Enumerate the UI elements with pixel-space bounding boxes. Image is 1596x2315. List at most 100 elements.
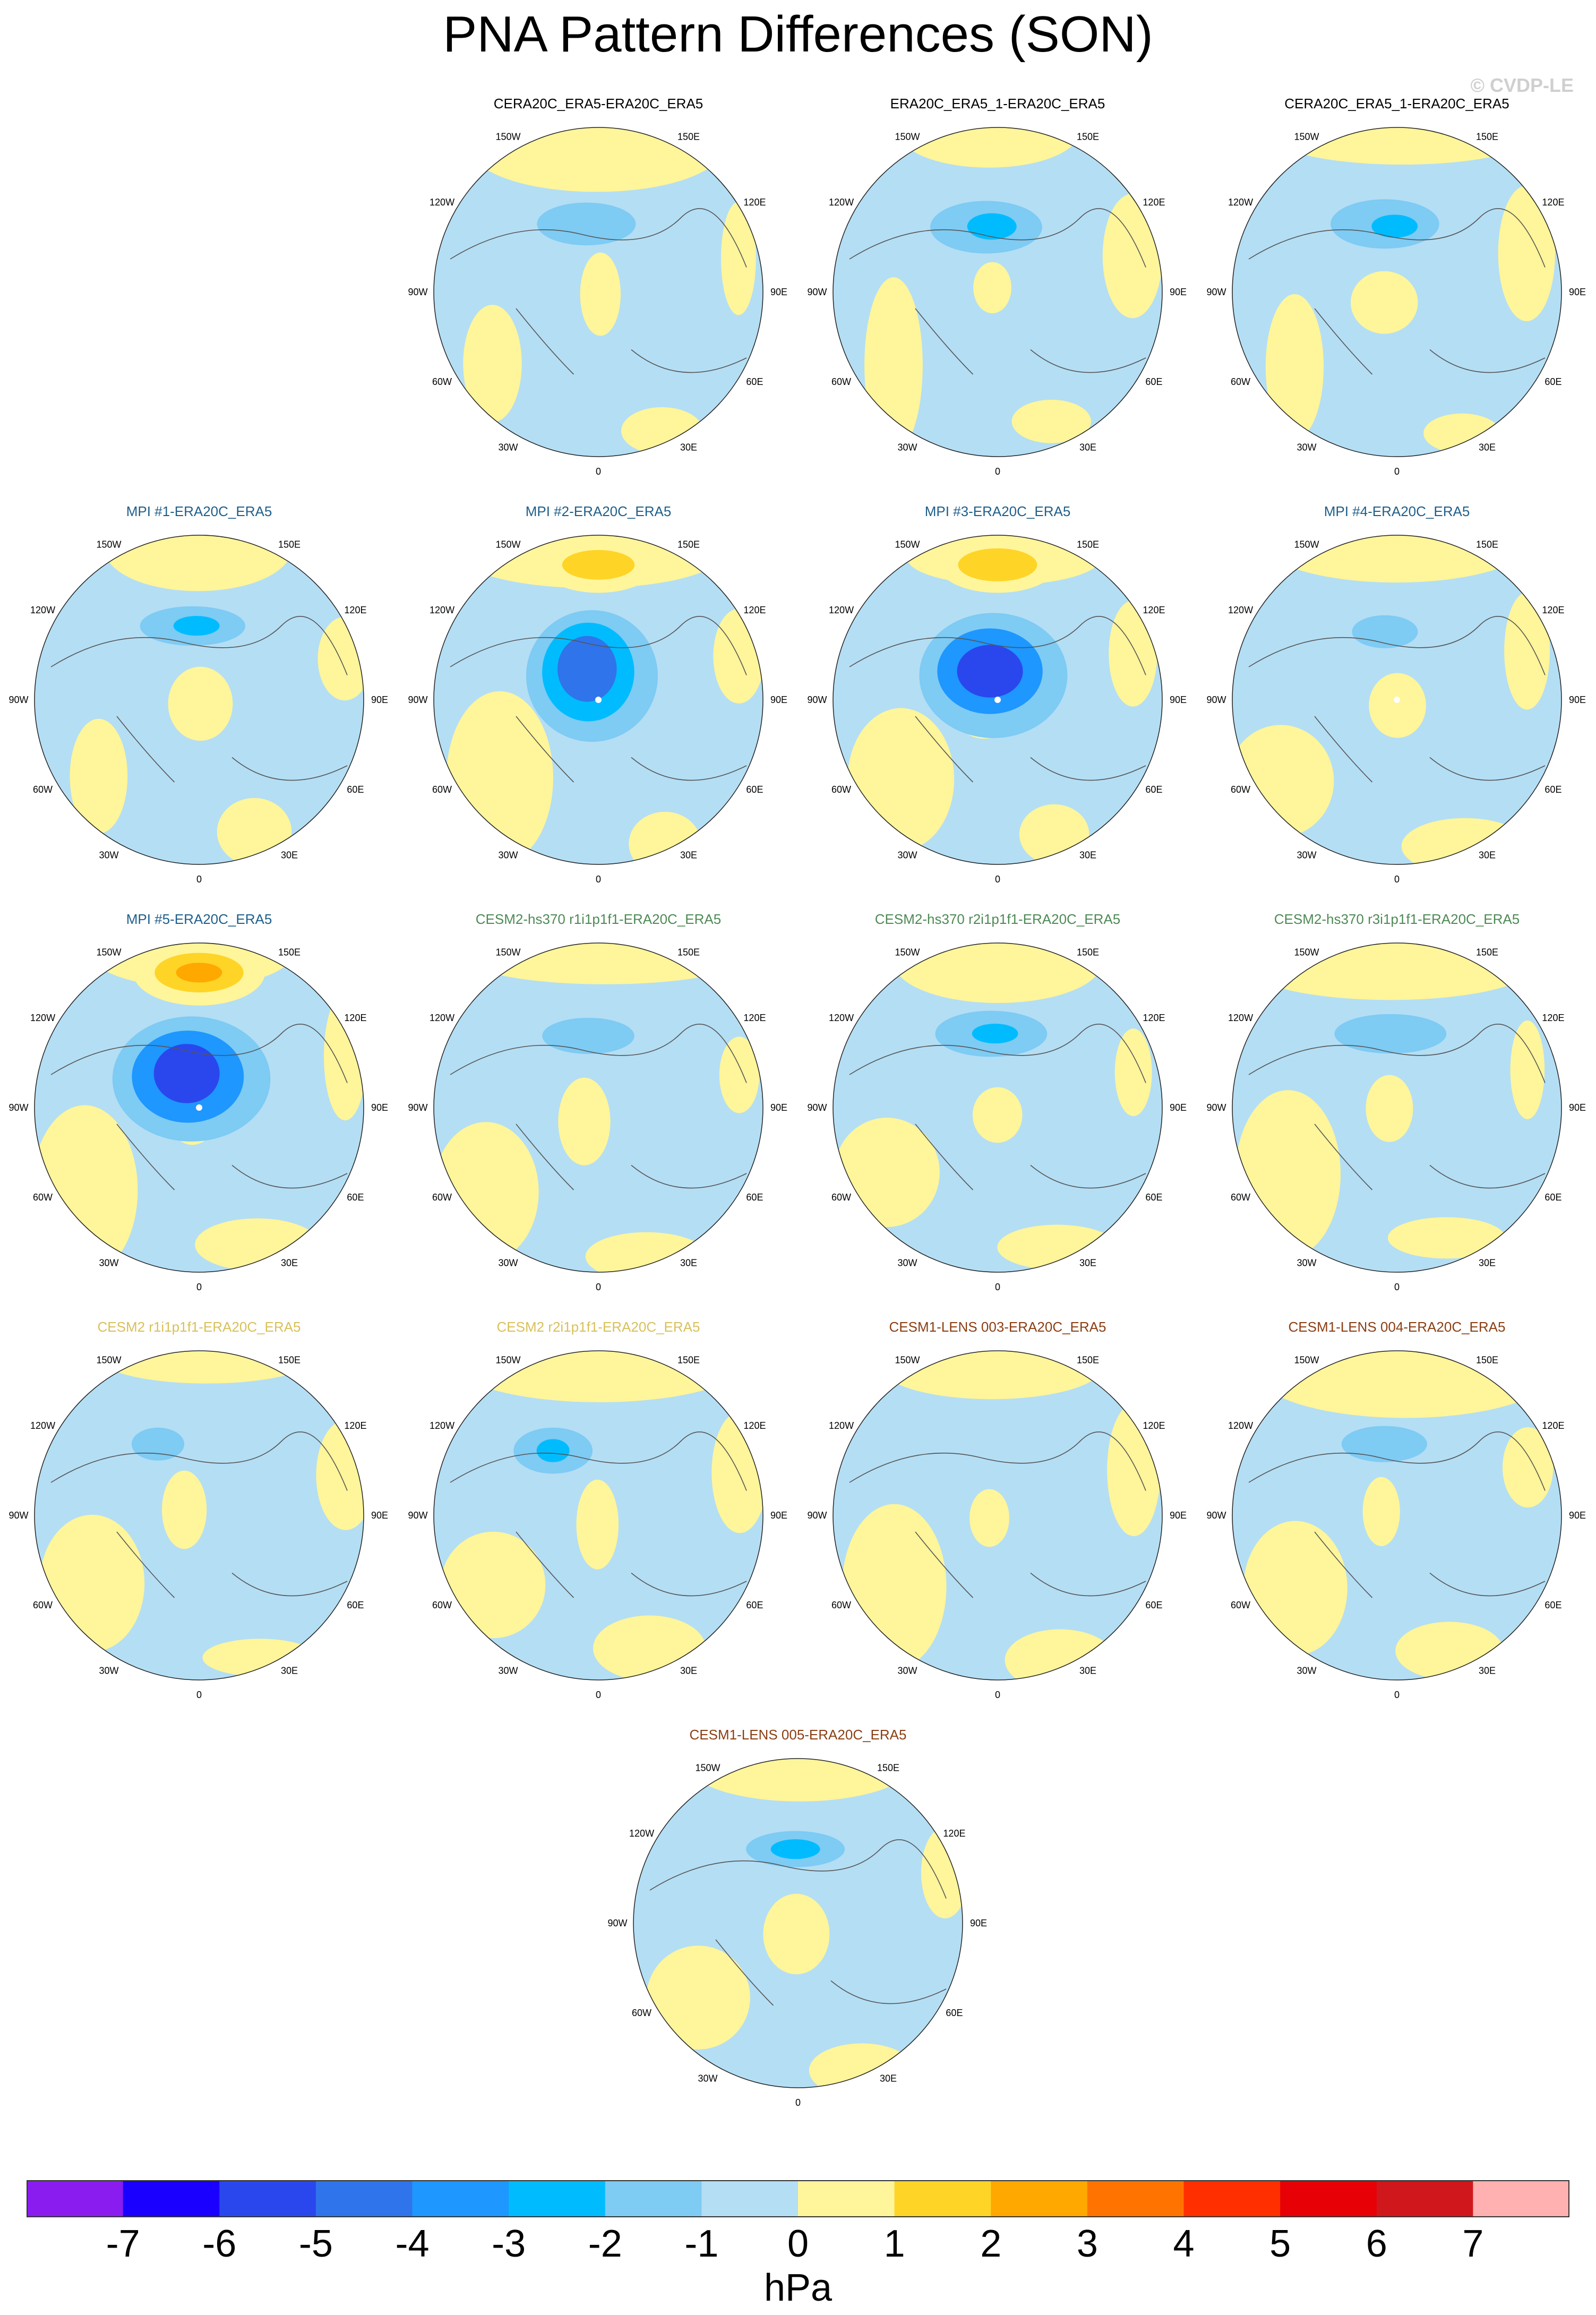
coastlines <box>450 208 747 375</box>
longitude-label: 180 <box>191 1340 207 1341</box>
positive-anomaly-patch <box>646 1945 750 2050</box>
longitude-label: 60E <box>347 1192 364 1203</box>
colorbar-tick-label: -7 <box>106 2223 140 2265</box>
longitude-label: 0 <box>196 874 202 885</box>
longitude-label: 60W <box>432 784 452 795</box>
longitude-label: 30W <box>897 442 917 453</box>
colorbar-bin <box>412 2180 509 2217</box>
panel-title: CESM2-hs370 r3i1p1f1-ERA20C_ERA5 <box>1274 911 1520 927</box>
longitude-label: 150W <box>895 947 920 957</box>
longitude-label: 120E <box>743 1420 766 1431</box>
positive-anomaly-patch <box>880 1351 1103 1400</box>
longitude-label: 120E <box>344 1013 366 1023</box>
longitude-label: 30E <box>1079 442 1096 453</box>
map-border <box>433 127 763 457</box>
longitude-label: 0 <box>596 1690 601 1700</box>
longitude-label: 150W <box>695 1762 720 1773</box>
longitude-label: 0 <box>196 1690 202 1700</box>
coastlines <box>450 1431 747 1598</box>
longitude-label: 150E <box>677 1354 700 1365</box>
positive-anomaly-patch <box>1232 725 1334 837</box>
map-border <box>1232 127 1562 457</box>
colorbar-tick-label: 2 <box>980 2223 1002 2265</box>
longitude-label: 60W <box>831 1192 851 1203</box>
longitude-label: 120E <box>743 197 766 208</box>
longitude-label: 30W <box>897 850 917 861</box>
anomaly-contour <box>536 1439 570 1462</box>
map-panel: MPI #2-ERA20C_ERA5 180 150E 120E 90E 60E 30E 0 3… <box>399 503 797 891</box>
colorbar-bin <box>798 2180 895 2217</box>
longitude-label: 150W <box>895 131 920 142</box>
positive-anomaly-patch <box>1109 600 1157 707</box>
longitude-label: 90E <box>970 1918 987 1928</box>
longitude-label: 120W <box>30 1013 55 1023</box>
positive-anomaly-patch <box>70 718 128 834</box>
map-border <box>1232 1350 1562 1680</box>
longitude-label: 30E <box>1479 1258 1496 1268</box>
coastlines <box>50 616 348 783</box>
longitude-label: 0 <box>196 1282 202 1292</box>
longitude-label: 150E <box>1077 1354 1099 1365</box>
positive-anomaly-patch <box>1243 1521 1348 1656</box>
polar-map: 180 150E 120E 90E 60E 30E 0 30W 60W 90W 120W 150W <box>1206 117 1586 477</box>
longitude-label: 150W <box>495 539 520 550</box>
longitude-label: 60W <box>632 2008 651 2018</box>
polar-map: 180 150E 120E 90E 60E 30E 0 30W 60W 90W 120W 150W <box>408 117 787 477</box>
longitude-label: 0 <box>1394 874 1400 885</box>
longitude-label: 30E <box>281 850 298 861</box>
longitude-label: 0 <box>1394 1282 1400 1292</box>
longitude-label: 150E <box>278 539 301 550</box>
longitude-label: 90W <box>1206 1102 1226 1113</box>
colorbar <box>27 2180 1569 2217</box>
longitude-label: 120W <box>430 1013 454 1023</box>
longitude-label: 30E <box>1479 442 1496 453</box>
longitude-label: 120W <box>829 1013 854 1023</box>
longitude-label: 0 <box>1394 1690 1400 1700</box>
longitude-label: 90W <box>408 287 427 297</box>
longitude-label: 60W <box>1231 784 1250 795</box>
positive-anomaly-patch <box>1011 399 1091 443</box>
coastlines <box>849 1024 1146 1190</box>
positive-anomaly-patch <box>39 1514 145 1652</box>
positive-anomaly-patch <box>1401 818 1529 864</box>
longitude-label: 150W <box>1294 131 1319 142</box>
positive-anomaly-patch <box>973 262 1011 314</box>
longitude-label: 150W <box>495 947 520 957</box>
map-border <box>833 127 1163 457</box>
longitude-label: 180 <box>1389 117 1405 118</box>
longitude-label: 30W <box>698 2073 717 2084</box>
colorbar-bin <box>27 2180 124 2217</box>
longitude-label: 90E <box>1569 1510 1586 1521</box>
longitude-label: 120E <box>1542 1420 1564 1431</box>
positive-anomaly-patch <box>316 1420 364 1530</box>
longitude-label: 30W <box>99 850 118 861</box>
anomaly-contour <box>1334 1014 1447 1054</box>
panel-title: CESM1-LENS 005-ERA20C_ERA5 <box>689 1727 907 1743</box>
coastlines <box>649 1839 947 2006</box>
colorbar-bin <box>509 2180 606 2217</box>
positive-anomaly-patch <box>684 1759 915 1802</box>
pole-marker <box>595 697 602 703</box>
longitude-label: 120E <box>1542 197 1564 208</box>
anomaly-contour <box>173 615 220 636</box>
longitude-label: 90E <box>770 287 787 297</box>
colorbar-bin <box>1376 2180 1473 2217</box>
positive-anomaly-patch <box>842 1504 947 1669</box>
longitude-label: 60W <box>831 1600 851 1610</box>
map-panel: CERA20C_ERA5-ERA20C_ERA5 180 150E 120E 90E 60… <box>399 96 797 483</box>
longitude-label: 30W <box>99 1258 118 1268</box>
longitude-label: 60W <box>432 1600 452 1610</box>
map-border <box>1232 942 1562 1273</box>
positive-anomaly-patch <box>1019 804 1089 864</box>
longitude-label: 90W <box>1206 1510 1226 1521</box>
map-border <box>433 942 763 1273</box>
map-panel: MPI #1-ERA20C_ERA5 180 150E 120E 90E 60E 30E 0 3… <box>0 503 398 891</box>
anomaly-contour <box>1371 215 1418 238</box>
longitude-label: 60W <box>831 784 851 795</box>
positive-anomaly-patch <box>763 1893 830 1975</box>
longitude-label: 150E <box>1077 947 1099 957</box>
longitude-label: 0 <box>995 1690 1000 1700</box>
panel-title: CESM1-LENS 003-ERA20C_ERA5 <box>889 1319 1106 1335</box>
colorbar-bin <box>1087 2180 1184 2217</box>
figure-title: PNA Pattern Differences (SON) <box>443 6 1153 63</box>
